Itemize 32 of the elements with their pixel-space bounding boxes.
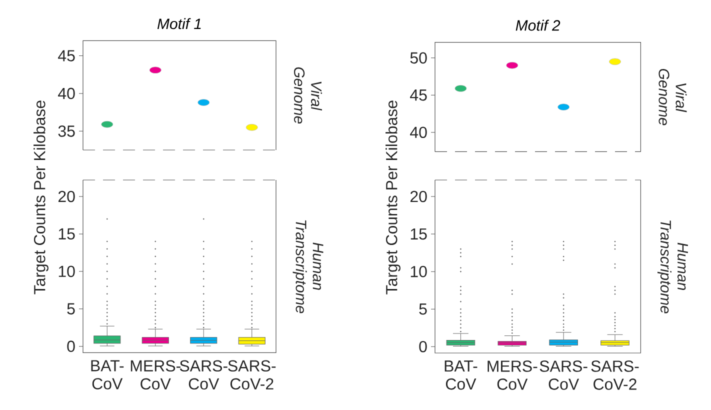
x-tick-label: BAT-CoV [91,360,124,390]
x-tick-label: SARS-CoV [180,360,228,390]
y-tick-label: 10 [410,266,427,278]
y-tick-label: 0 [67,340,75,352]
text: Viral Genome [658,68,687,126]
y-tick-label: 45 [410,90,427,101]
y-tick-label: 15 [410,228,427,240]
y-axis-title: Target Counts Per Kilobase [386,100,400,294]
y-axis-title: Target Counts Per Kilobase [34,100,48,294]
x-tick-label: SARS-CoV-2 [228,360,276,390]
y-tick-label: 50 [410,52,427,64]
x-tick-label: MERS-CoV [488,360,538,390]
y-tick-label: 40 [410,126,427,138]
y-tick-label: 35 [58,125,75,137]
y-tick-label: 40 [58,88,75,100]
text: Human Transcriptome [657,220,688,314]
chart-title: Motif 2 [516,20,560,31]
y-tick-label: 20 [410,190,427,202]
y-tick-label: 5 [67,303,75,314]
x-tick-label: MERS-CoV [130,360,180,390]
y-tick-label: 20 [58,190,75,202]
x-tick-label: SARS-CoV-2 [591,360,639,390]
text: Viral Genome [294,67,322,124]
x-tick-label: SARS-CoV [540,360,588,390]
y-tick-label: 15 [58,228,75,240]
y-tick-label: 0 [419,340,427,352]
y-tick-label: 45 [58,50,75,62]
y-tick-label: 5 [419,304,427,315]
text: Human Transcriptome [292,220,324,314]
y-tick-label: 10 [58,266,75,278]
x-tick-label: BAT-CoV [444,360,478,390]
chart-title: Motif 1 [157,18,201,30]
